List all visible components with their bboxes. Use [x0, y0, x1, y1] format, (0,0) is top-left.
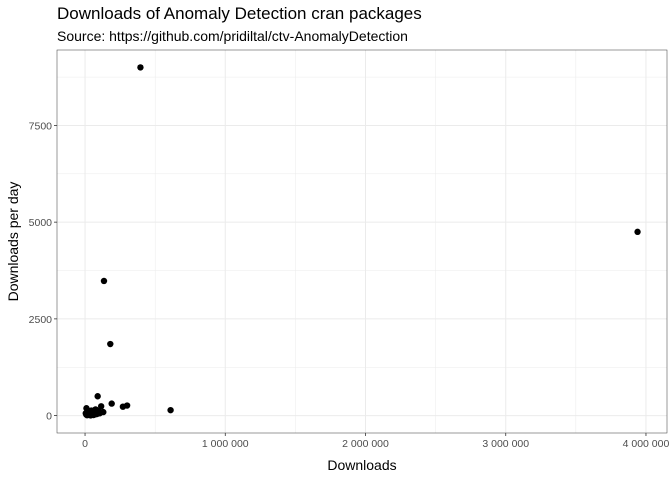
y-tick-label: 5000: [29, 217, 53, 229]
data-point: [108, 400, 115, 407]
data-point: [100, 277, 108, 285]
chart-subtitle: Source: https://github.com/pridiltal/ctv…: [57, 28, 408, 44]
chart-title: Downloads of Anomaly Detection cran pack…: [57, 4, 422, 23]
data-point: [96, 410, 103, 417]
y-tick-label: 0: [46, 411, 52, 423]
data-points: [82, 64, 641, 419]
x-tick-label: 1 000 000: [202, 438, 249, 450]
x-axis-title: Downloads: [327, 457, 396, 473]
y-axis-ticks: 0 2500 5000 7500: [29, 120, 57, 423]
grid-lines: [57, 50, 667, 433]
plot-panel: [57, 50, 667, 433]
y-tick-label: 7500: [29, 120, 53, 132]
x-tick-label: 2 000 000: [342, 438, 389, 450]
data-point: [119, 403, 127, 410]
data-point: [107, 340, 114, 348]
data-point: [137, 64, 144, 71]
x-axis-ticks: 0 1 000 000 2 000 000 3 000 000 4 000 000: [82, 433, 669, 450]
data-point: [634, 228, 641, 236]
data-point: [94, 393, 101, 400]
x-tick-label: 0: [82, 438, 88, 450]
y-tick-label: 2500: [29, 314, 53, 326]
data-point: [91, 411, 99, 418]
plot-border: [56, 49, 668, 434]
data-point: [167, 406, 174, 414]
y-axis-title: Downloads per day: [5, 182, 21, 302]
data-point: [97, 403, 105, 410]
x-tick-label: 3 000 000: [482, 438, 529, 450]
data-point: [82, 410, 89, 417]
x-tick-label: 4 000 000: [623, 438, 670, 450]
